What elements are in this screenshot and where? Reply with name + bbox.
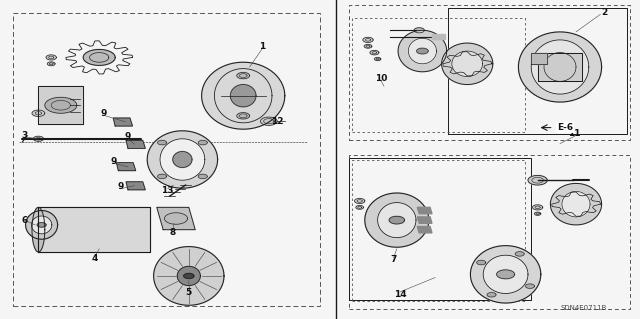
Polygon shape [550,183,602,225]
Polygon shape [525,284,534,288]
Text: 9: 9 [125,132,131,141]
Polygon shape [515,252,524,256]
Text: 11: 11 [568,130,581,138]
Text: 4: 4 [92,254,98,263]
Polygon shape [417,207,432,214]
Polygon shape [355,198,365,204]
Text: 1: 1 [259,42,266,51]
Polygon shape [177,266,200,286]
Polygon shape [237,113,250,119]
Polygon shape [83,49,115,65]
Polygon shape [37,223,46,227]
Polygon shape [531,40,589,94]
Polygon shape [544,53,576,81]
Text: 9: 9 [117,182,124,191]
Polygon shape [356,205,364,209]
Polygon shape [398,30,447,72]
Polygon shape [408,38,436,64]
Polygon shape [237,72,250,79]
Polygon shape [46,55,56,60]
Polygon shape [202,62,285,129]
Polygon shape [432,34,445,39]
Polygon shape [38,207,150,252]
Text: 12: 12 [271,117,284,126]
Polygon shape [370,50,379,55]
Polygon shape [160,139,205,180]
Polygon shape [230,85,256,107]
Polygon shape [452,51,483,77]
Text: 5: 5 [186,288,192,297]
Text: 9: 9 [100,109,107,118]
Polygon shape [157,207,195,230]
Polygon shape [198,140,207,145]
Polygon shape [116,163,136,171]
Text: 7: 7 [390,256,397,264]
Polygon shape [518,32,602,102]
Polygon shape [26,211,58,239]
Polygon shape [417,226,432,233]
Polygon shape [260,117,277,125]
Polygon shape [528,175,547,185]
Polygon shape [414,28,424,33]
Polygon shape [184,273,194,278]
Polygon shape [32,207,45,252]
Polygon shape [497,270,515,279]
Polygon shape [33,136,44,141]
Polygon shape [534,212,541,215]
Text: 14: 14 [394,290,406,299]
Polygon shape [374,57,381,61]
Polygon shape [126,140,145,148]
Text: 2: 2 [601,8,607,17]
Polygon shape [47,62,55,66]
Polygon shape [470,246,541,303]
Polygon shape [532,205,543,210]
Polygon shape [538,53,582,81]
Polygon shape [364,44,372,48]
Text: 10: 10 [374,74,387,83]
Text: 6: 6 [21,216,28,225]
Polygon shape [487,293,496,297]
Polygon shape [157,140,166,145]
Polygon shape [483,255,528,293]
Polygon shape [38,86,83,124]
Text: 13: 13 [161,186,174,195]
Text: 9: 9 [111,157,117,166]
Polygon shape [31,216,52,234]
Polygon shape [147,131,218,188]
Polygon shape [442,43,493,85]
Polygon shape [164,213,188,224]
Polygon shape [154,247,224,305]
Polygon shape [173,152,192,167]
Polygon shape [531,53,547,64]
Polygon shape [113,118,132,126]
Polygon shape [157,174,166,179]
Polygon shape [363,37,373,42]
Polygon shape [389,216,404,224]
Polygon shape [378,203,416,238]
Polygon shape [198,174,207,179]
Polygon shape [32,110,45,116]
Polygon shape [365,193,429,247]
Text: 8: 8 [170,228,176,237]
Polygon shape [126,182,145,190]
Text: SDN4E0711B: SDN4E0711B [561,305,607,311]
Text: E-6: E-6 [557,123,573,132]
Polygon shape [417,48,428,54]
Polygon shape [562,191,590,217]
Text: 3: 3 [21,131,28,140]
Polygon shape [45,97,77,113]
Polygon shape [477,260,486,265]
Polygon shape [417,217,432,223]
